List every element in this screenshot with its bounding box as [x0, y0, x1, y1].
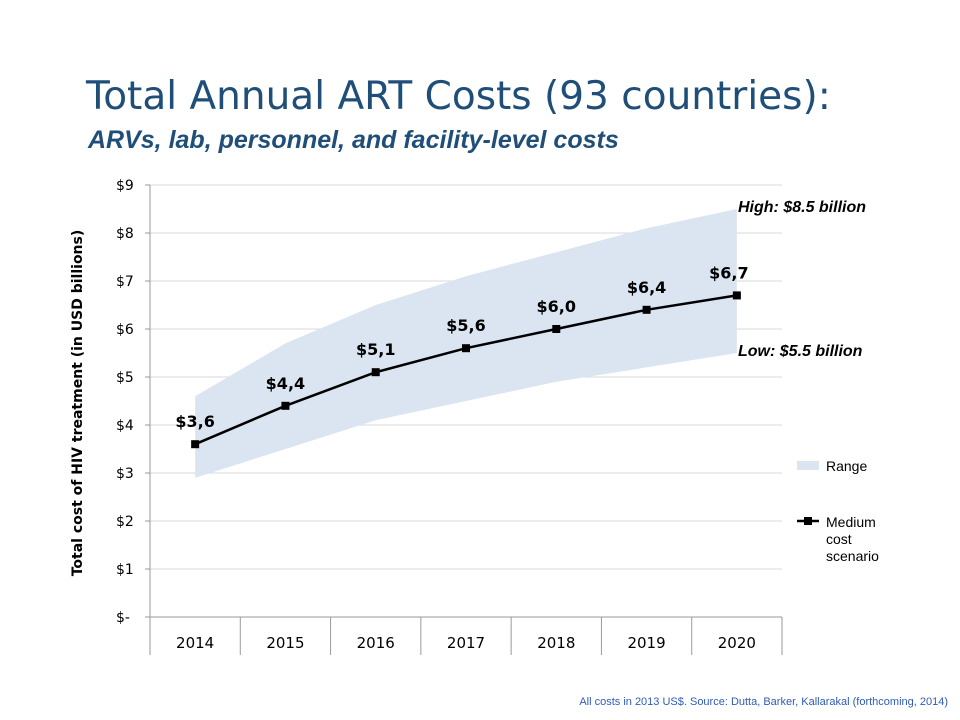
y-tick-label: $2 — [116, 514, 134, 530]
annotation-low: Low: $5.5 billion — [738, 343, 863, 360]
medium-cost-point — [281, 401, 290, 410]
legend-range-label: Range — [826, 458, 867, 474]
legend-line-label-word: cost — [826, 531, 852, 547]
x-tick-label: 2016 — [357, 634, 395, 652]
medium-cost-point — [462, 344, 470, 353]
medium-cost-point — [371, 368, 380, 377]
y-tick-label: $6 — [116, 322, 134, 338]
y-tick-label: $9 — [116, 178, 134, 194]
data-label: $3,6 — [175, 412, 214, 431]
y-tick-label: $7 — [116, 274, 134, 290]
legend-line-marker — [804, 517, 812, 525]
data-label: $6,0 — [537, 297, 576, 316]
source-note: All costs in 2013 US$. Source: Dutta, Ba… — [579, 696, 948, 708]
x-tick-label: 2014 — [176, 634, 214, 652]
data-label: $6,4 — [627, 278, 666, 297]
x-tick-label: 2015 — [266, 634, 304, 652]
x-tick-label: 2019 — [627, 634, 665, 652]
labels-layer: $3,6 $4,4 $5,1 $5,6 $6,0 $6,4 $6,7 High: $8.5 b… — [175, 199, 866, 431]
range-band-layer — [195, 209, 737, 478]
y-tick-label: $1 — [116, 562, 134, 578]
y-axis-title: Total cost of HIV treatment (in USD bill… — [70, 230, 86, 577]
medium-cost-point — [191, 440, 200, 449]
legend: Range Medium cost scenario — [797, 458, 879, 564]
data-label: $6,7 — [709, 263, 748, 282]
medium-cost-point — [552, 325, 561, 333]
x-tick-label: 2020 — [718, 634, 756, 652]
range-band — [195, 209, 737, 478]
y-tick-label: $8 — [116, 226, 134, 242]
series-layer — [191, 291, 741, 449]
y-tick-label: $3 — [116, 466, 134, 482]
legend-line-label-word: Medium — [826, 514, 876, 530]
y-tick-label: $4 — [116, 418, 134, 434]
medium-cost-point — [732, 291, 741, 300]
data-label: $4,4 — [266, 374, 305, 393]
data-label: $5,6 — [446, 316, 485, 335]
medium-cost-point — [642, 305, 651, 314]
y-tick-label: $- — [116, 610, 130, 626]
annotation-high: High: $8.5 billion — [738, 199, 866, 216]
slide-subtitle: ARVs, lab, personnel, and facility-level… — [88, 126, 619, 154]
data-label: $5,1 — [356, 340, 395, 359]
slide-title: Total Annual ART Costs (93 countries): — [86, 74, 831, 119]
legend-line-label-word: scenario — [826, 548, 879, 564]
x-tick-label: 2017 — [447, 634, 485, 652]
axes: $- $1 $2 $3 $4 $5 $6 $7 $8 $9 2014 2015 2016 2017 2018… — [70, 178, 783, 655]
x-tick-label: 2018 — [537, 634, 575, 652]
legend-range-swatch — [797, 461, 819, 470]
y-tick-label: $5 — [116, 370, 134, 386]
legend-line-label: Medium cost scenario — [826, 514, 879, 564]
